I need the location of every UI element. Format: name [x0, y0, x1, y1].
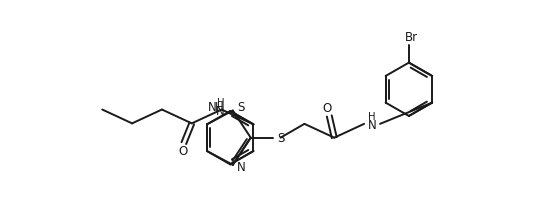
Text: N: N [208, 101, 217, 114]
Text: H: H [217, 98, 224, 108]
Text: Br: Br [405, 31, 419, 44]
Text: N: N [237, 161, 245, 174]
Text: H: H [368, 112, 376, 122]
Text: H: H [215, 101, 224, 114]
Text: N: N [216, 105, 225, 118]
Text: O: O [178, 144, 187, 157]
Text: S: S [237, 101, 244, 114]
Text: S: S [278, 132, 285, 145]
Text: N: N [368, 119, 377, 132]
Text: O: O [323, 101, 332, 114]
